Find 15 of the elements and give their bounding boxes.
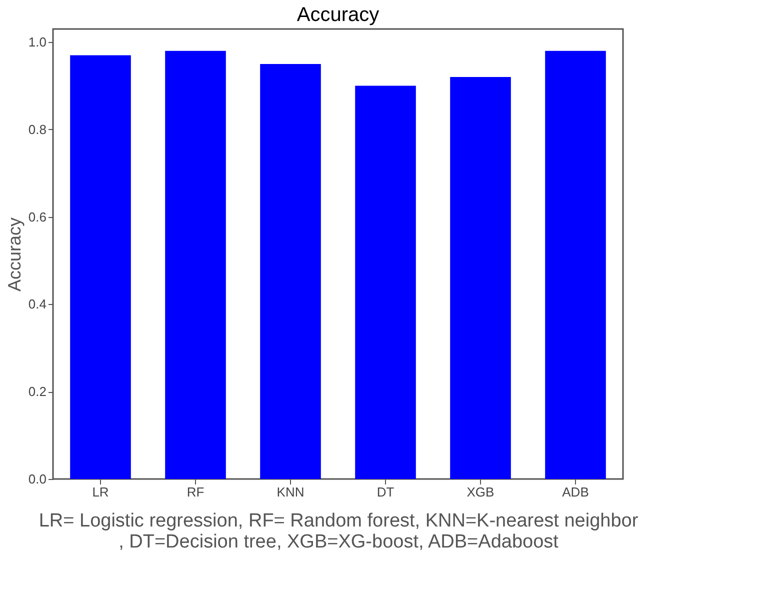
y-axis-title: Accuracy — [4, 217, 24, 292]
chart-title: Accuracy — [296, 4, 380, 26]
y-tick-label: 0.8 — [28, 122, 46, 137]
x-tick-label: LR — [92, 484, 109, 500]
x-tick-label: DT — [376, 484, 394, 500]
x-tick-label: RF — [186, 484, 204, 500]
x-tick-label: ADB — [562, 484, 589, 500]
y-tick-label: 0.0 — [28, 472, 46, 486]
y-tick-label: 1.0 — [28, 34, 46, 50]
x-tick-label: XGB — [466, 484, 494, 500]
x-tick-label: KNN — [276, 484, 304, 500]
y-tick-label: 0.6 — [28, 209, 46, 224]
y-tick-label: 0.4 — [28, 296, 46, 312]
x-axis-title: LR= Logistic regression, RF= Random forest, KNN=K-nearest neighbor , DT=Decision tree, XGB=XG-boost, ADB=Adaboost — [38, 510, 639, 552]
y-tick-label: 0.2 — [28, 384, 46, 400]
